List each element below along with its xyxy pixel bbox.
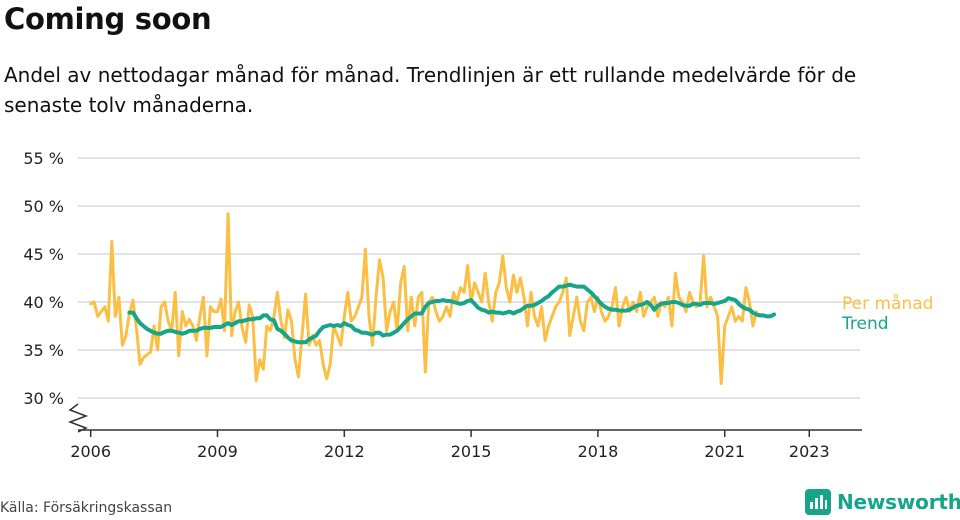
x-tick-label: 2021 bbox=[704, 442, 745, 461]
series-line-trend bbox=[127, 282, 777, 345]
axis-break-icon bbox=[67, 403, 89, 433]
line-chart: 30 % 35 % 40 % 45 % 50 % 55 % 2006 2009 2012 201… bbox=[23, 149, 933, 461]
brand-logo: Newsworthy bbox=[805, 489, 960, 515]
y-tick-label: 45 % bbox=[23, 245, 64, 264]
brand-name: Newsworthy bbox=[837, 490, 960, 514]
newsworthy-logo-icon bbox=[805, 489, 831, 515]
y-tick-label: 55 % bbox=[23, 149, 64, 168]
x-tick-label: 2018 bbox=[578, 442, 619, 461]
x-axis: 2006 2009 2012 2015 2018 2021 2023 bbox=[70, 429, 862, 461]
x-tick-label: 2023 bbox=[789, 442, 830, 461]
series-line-monthly bbox=[89, 212, 758, 386]
y-axis-tick-labels: 30 % 35 % 40 % 45 % 50 % 55 % bbox=[23, 149, 64, 408]
x-tick-label: 2012 bbox=[324, 442, 365, 461]
source-note: Källa: Försäkringskassan bbox=[0, 500, 173, 516]
chart-title: Coming soon bbox=[4, 2, 212, 36]
y-tick-label: 35 % bbox=[23, 341, 64, 360]
x-tick-label: 2006 bbox=[70, 442, 111, 461]
y-tick-label: 50 % bbox=[23, 197, 64, 216]
y-tick-label: 30 % bbox=[23, 389, 64, 408]
series-label-monthly: Per månad bbox=[842, 293, 933, 314]
series-lines bbox=[89, 212, 777, 386]
chart-subtitle: Andel av nettodagar månad för månad. Tre… bbox=[4, 63, 857, 117]
x-tick-label: 2015 bbox=[451, 442, 492, 461]
x-tick-label: 2009 bbox=[197, 442, 238, 461]
y-tick-label: 40 % bbox=[23, 293, 64, 312]
series-label-trend: Trend bbox=[841, 314, 889, 334]
